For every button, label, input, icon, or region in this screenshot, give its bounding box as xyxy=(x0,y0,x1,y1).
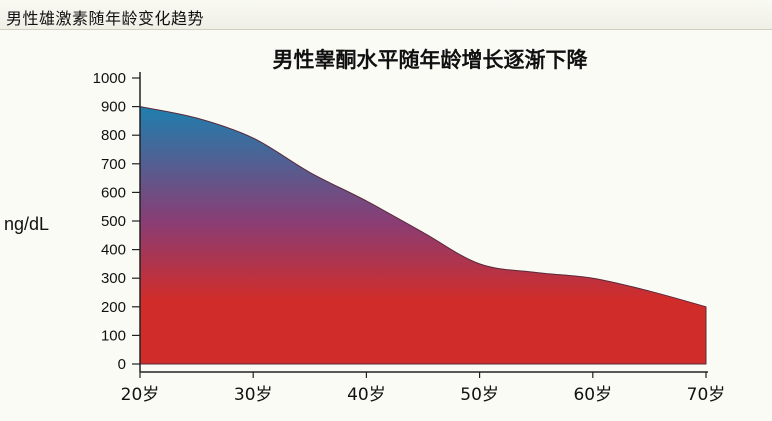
y-tick-marks xyxy=(132,77,140,365)
chart-title: 男性睾酮水平随年龄增长逐渐下降 xyxy=(273,48,589,72)
x-tick-label: 30岁 xyxy=(234,385,273,405)
y-tick-label: 0 xyxy=(118,356,126,373)
y-tick-label: 500 xyxy=(101,213,126,230)
x-tick-marks xyxy=(139,372,707,378)
y-tick-label: 300 xyxy=(101,270,126,287)
x-tick-label: 70岁 xyxy=(687,385,726,405)
y-tick-label: 700 xyxy=(101,156,126,173)
area-chart: 男性睾酮水平随年龄增长逐渐下降 ng/dL 0 100 200 300 400 500 60… xyxy=(4,48,726,405)
x-tick-label: 40岁 xyxy=(347,385,386,405)
window-titlebar: 男性雄激素随年龄变化趋势 xyxy=(0,0,772,30)
y-tick-label: 900 xyxy=(101,99,126,116)
y-tick-label: 800 xyxy=(101,127,126,144)
x-tick-label: 60岁 xyxy=(573,385,612,405)
y-tick-label: 100 xyxy=(101,327,126,344)
testosterone-area xyxy=(139,105,707,365)
y-tick-label: 1000 xyxy=(93,70,126,87)
plot-area: 男性睾酮水平随年龄增长逐渐下降 ng/dL 0 100 200 300 400 500 60… xyxy=(0,30,772,421)
window-title: 男性雄激素随年龄变化趋势 xyxy=(6,9,205,28)
x-tick-labels: 20岁 30岁 40岁 50岁 60岁 70岁 xyxy=(121,385,726,405)
x-tick-label: 20岁 xyxy=(121,385,160,405)
y-axis-label: ng/dL xyxy=(4,214,49,234)
y-tick-label: 200 xyxy=(101,299,126,316)
y-tick-label: 600 xyxy=(101,184,126,201)
y-tick-label: 400 xyxy=(101,242,126,259)
x-tick-label: 50岁 xyxy=(460,385,499,405)
y-tick-labels: 0 100 200 300 400 500 600 700 800 900 1000 xyxy=(93,70,126,373)
